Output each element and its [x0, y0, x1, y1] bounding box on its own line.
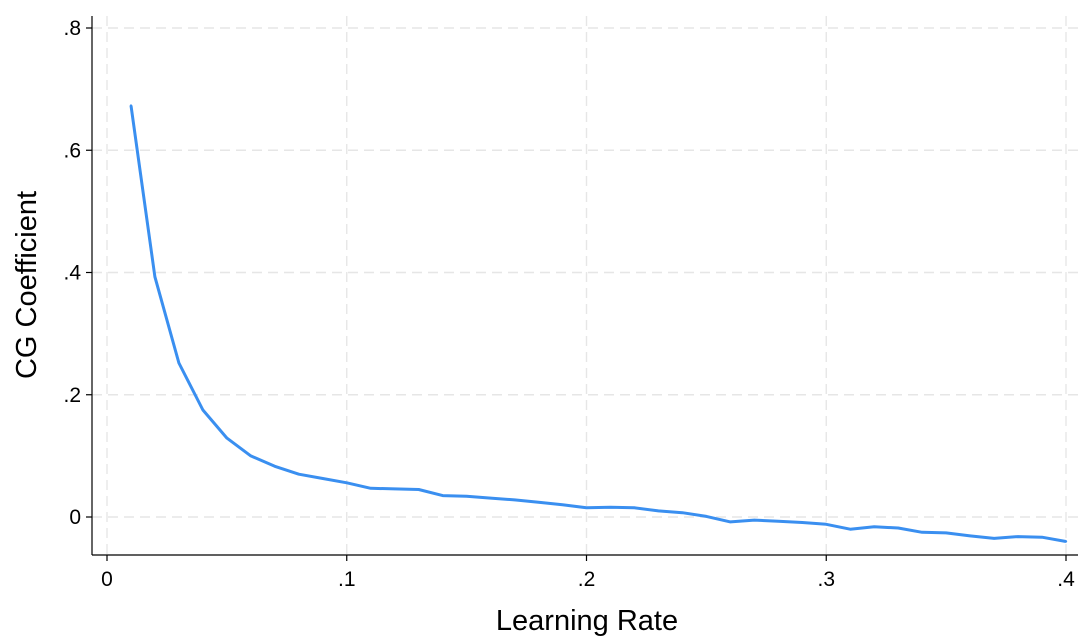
data-point — [633, 506, 636, 510]
data-point — [561, 503, 564, 506]
data-point — [537, 501, 540, 504]
data-point — [393, 487, 396, 491]
y-tick-label: .6 — [63, 139, 81, 162]
gridlines — [92, 16, 1078, 555]
data-point — [345, 481, 348, 484]
axis-ticks: 0 .2 .4 .6 .8 0 .1 .2 .3 .4 — [63, 17, 1075, 591]
data-point — [968, 534, 972, 538]
data-point — [1064, 540, 1068, 543]
data-point — [465, 495, 468, 498]
data-point — [369, 487, 372, 490]
data-point — [609, 506, 612, 509]
data-point — [129, 104, 133, 107]
data-point — [681, 511, 684, 514]
x-tick-label: 0 — [101, 568, 113, 591]
x-tick-label: .4 — [1057, 568, 1075, 591]
data-point — [1040, 535, 1044, 539]
data-point — [825, 523, 828, 526]
data-point — [729, 520, 732, 524]
y-tick-label: .4 — [63, 262, 81, 285]
y-tick-label: .2 — [63, 384, 81, 407]
data-point — [273, 465, 277, 468]
x-tick-label: .3 — [817, 568, 835, 591]
x-tick-label: .1 — [338, 568, 356, 591]
data-point — [297, 473, 300, 476]
data-point — [249, 454, 253, 458]
data-point — [225, 436, 229, 440]
data-point — [201, 408, 205, 412]
data-point — [920, 531, 924, 534]
data-point — [441, 494, 444, 497]
x-axis-title: Learning Rate — [496, 605, 678, 637]
data-point — [801, 521, 804, 524]
data-point — [585, 506, 588, 510]
data-point — [896, 526, 900, 530]
data-point — [873, 525, 876, 528]
data-point — [657, 509, 660, 513]
y-tick-label: 0 — [69, 506, 81, 529]
series-line — [129, 105, 1067, 543]
data-point — [177, 361, 181, 365]
data-point — [705, 515, 708, 518]
data-point — [489, 496, 492, 500]
data-point — [153, 275, 157, 278]
y-axis-title: CG Coefficient — [11, 191, 43, 379]
data-point — [849, 528, 852, 531]
data-point — [1016, 535, 1020, 538]
data-point — [321, 477, 324, 480]
data-point — [992, 537, 996, 540]
x-tick-label: .2 — [578, 568, 596, 591]
data-point — [753, 518, 756, 522]
data-point — [417, 488, 420, 491]
y-tick-label: .8 — [63, 17, 81, 40]
data-point — [777, 520, 780, 523]
data-point — [513, 498, 516, 502]
series-layer — [129, 104, 1068, 543]
data-point — [944, 531, 948, 535]
